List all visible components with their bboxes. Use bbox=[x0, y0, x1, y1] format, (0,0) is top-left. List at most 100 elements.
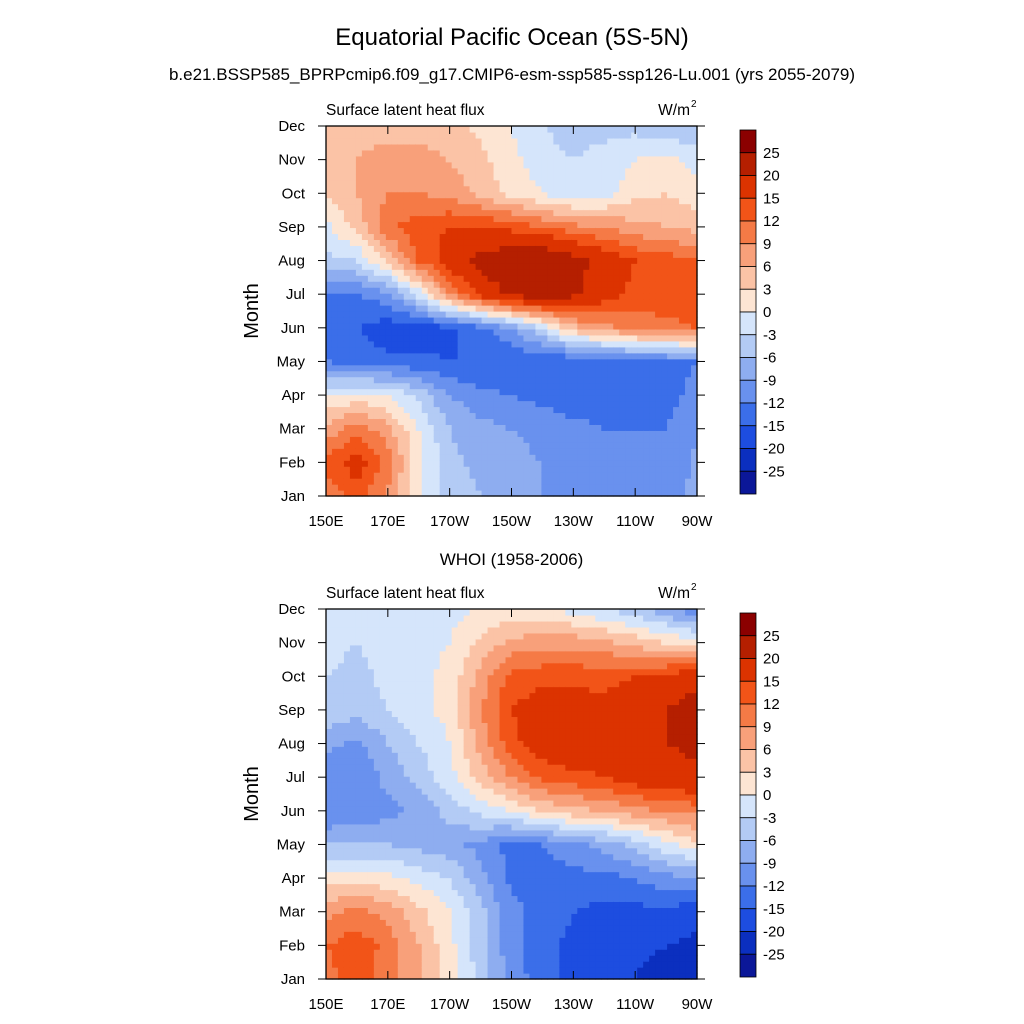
heatmap-cell bbox=[331, 734, 339, 741]
heatmap-cell bbox=[385, 179, 393, 187]
heatmap-cell bbox=[439, 454, 447, 461]
heatmap-cell bbox=[349, 424, 357, 431]
heatmap-cell bbox=[673, 436, 680, 443]
heatmap-cell bbox=[541, 382, 548, 390]
heatmap-cell bbox=[517, 191, 525, 199]
heatmap-cell bbox=[439, 334, 447, 342]
heatmap-cell bbox=[385, 746, 393, 753]
heatmap-cell bbox=[661, 227, 668, 235]
heatmap-cell bbox=[331, 794, 339, 801]
heatmap-cell bbox=[691, 376, 698, 384]
heatmap-cell bbox=[367, 299, 375, 306]
heatmap-cell bbox=[337, 740, 345, 747]
heatmap-cell bbox=[361, 466, 369, 473]
heatmap-cell bbox=[421, 835, 429, 843]
heatmap-cell bbox=[475, 197, 483, 205]
heatmap-cell bbox=[595, 352, 602, 360]
heatmap-cell bbox=[643, 424, 650, 431]
heatmap-cell bbox=[421, 788, 429, 795]
heatmap-cell bbox=[685, 173, 692, 181]
heatmap-cell bbox=[493, 293, 501, 300]
heatmap-cell bbox=[631, 490, 638, 497]
heatmap-cell bbox=[601, 281, 608, 288]
heatmap-cell bbox=[589, 233, 596, 240]
heatmap-cell bbox=[391, 883, 399, 891]
heatmap-cell bbox=[607, 316, 614, 324]
heatmap-cell bbox=[589, 382, 596, 390]
heatmap-cell bbox=[529, 197, 537, 205]
heatmap-cell bbox=[583, 227, 590, 235]
heatmap-cell bbox=[439, 293, 447, 300]
colorbar-label: 15 bbox=[763, 190, 780, 207]
heatmap-cell bbox=[403, 746, 411, 753]
heatmap-cell bbox=[409, 716, 417, 723]
heatmap-cell bbox=[583, 197, 590, 205]
heatmap-cell bbox=[439, 179, 447, 187]
heatmap-cell bbox=[355, 656, 363, 664]
heatmap-cell bbox=[613, 472, 620, 479]
heatmap-cell bbox=[649, 340, 656, 348]
heatmap-cell bbox=[613, 126, 620, 133]
heatmap-cell bbox=[373, 442, 381, 449]
heatmap-cell bbox=[595, 203, 602, 211]
heatmap-cell bbox=[679, 221, 686, 229]
heatmap-cell bbox=[367, 490, 375, 497]
heatmap-cell bbox=[355, 388, 363, 396]
heatmap-cell bbox=[553, 418, 560, 425]
heatmap-cell bbox=[493, 179, 501, 187]
heatmap-cell bbox=[439, 215, 447, 223]
heatmap-cell bbox=[685, 412, 692, 420]
heatmap-cell bbox=[499, 143, 507, 151]
heatmap-cell bbox=[391, 316, 399, 324]
heatmap-cell bbox=[385, 829, 393, 837]
heatmap-cell bbox=[326, 197, 333, 205]
heatmap-cell bbox=[409, 794, 417, 801]
heatmap-cell bbox=[373, 728, 381, 735]
heatmap-cell bbox=[523, 328, 531, 336]
heatmap-cell bbox=[361, 662, 369, 670]
heatmap-cell bbox=[523, 436, 531, 443]
heatmap-cell bbox=[326, 328, 333, 336]
heatmap-cell bbox=[337, 632, 345, 640]
heatmap-cell bbox=[637, 251, 644, 258]
heatmap-cell bbox=[355, 626, 363, 634]
heatmap-cell bbox=[409, 788, 417, 795]
heatmap-cell bbox=[373, 973, 381, 980]
heatmap-cell bbox=[589, 472, 596, 479]
heatmap-cell bbox=[415, 358, 423, 366]
heatmap-cell bbox=[391, 227, 399, 235]
heatmap-cell bbox=[409, 949, 417, 956]
heatmap-cell bbox=[529, 430, 537, 437]
heatmap-cell bbox=[343, 770, 351, 777]
heatmap-cell bbox=[367, 853, 375, 861]
heatmap-cell bbox=[415, 859, 423, 867]
heatmap-cell bbox=[541, 149, 548, 157]
heatmap-cell bbox=[403, 191, 411, 199]
heatmap-cell bbox=[631, 484, 638, 491]
heatmap-cell bbox=[601, 406, 608, 414]
heatmap-cell bbox=[505, 221, 513, 229]
heatmap-cell bbox=[379, 478, 387, 485]
heatmap-cell bbox=[337, 937, 345, 944]
heatmap-cell bbox=[649, 245, 656, 252]
x-tick-label: 170W bbox=[430, 513, 470, 530]
heatmap-cell bbox=[523, 340, 531, 348]
heatmap-cell bbox=[421, 454, 429, 461]
heatmap-cell bbox=[331, 638, 339, 646]
heatmap-cell bbox=[475, 388, 483, 396]
heatmap-cell bbox=[439, 322, 447, 330]
heatmap-cell bbox=[409, 686, 417, 694]
heatmap-cell bbox=[385, 311, 393, 318]
heatmap-cell bbox=[349, 943, 357, 950]
heatmap-cell bbox=[337, 728, 345, 735]
heatmap-cell bbox=[469, 328, 477, 336]
heatmap-cell bbox=[553, 149, 560, 157]
heatmap-cell bbox=[517, 394, 525, 402]
heatmap-cell bbox=[421, 448, 429, 455]
heatmap-cell bbox=[517, 460, 525, 467]
heatmap-cell bbox=[379, 644, 387, 652]
x-tick-label: 130W bbox=[554, 513, 594, 530]
heatmap-cell bbox=[409, 448, 417, 455]
heatmap-cell bbox=[427, 490, 435, 497]
heatmap-cell bbox=[577, 149, 584, 157]
